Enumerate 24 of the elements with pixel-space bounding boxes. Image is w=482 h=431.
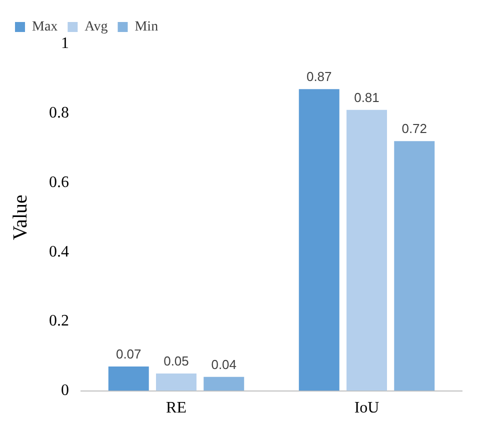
x-tick-label: RE (166, 400, 186, 417)
bar (394, 141, 435, 391)
data-label: 0.81 (354, 90, 380, 105)
y-tick-label: 0 (61, 382, 69, 400)
data-label: 0.04 (211, 357, 237, 372)
y-tick-label: 1 (61, 35, 69, 52)
legend-label: Avg (84, 20, 108, 35)
data-label: 0.87 (306, 69, 332, 84)
bar (156, 373, 196, 391)
bar (346, 110, 387, 391)
bar (108, 366, 149, 391)
y-axis-title: Value (9, 194, 32, 240)
legend-label: Max (32, 20, 58, 35)
bar (298, 89, 340, 391)
y-tick-label: 0.8 (49, 104, 69, 122)
data-label: 0.05 (164, 354, 189, 369)
bar (204, 376, 244, 391)
data-label: 0.07 (116, 346, 142, 362)
data-label: 0.72 (402, 121, 428, 136)
y-tick-label: 0.2 (49, 312, 69, 330)
legend-label: Min (134, 20, 158, 35)
y-tick-label: 0.6 (49, 174, 69, 191)
y-tick-label: 0.4 (49, 243, 69, 260)
x-tick-label: IoU (354, 400, 380, 417)
